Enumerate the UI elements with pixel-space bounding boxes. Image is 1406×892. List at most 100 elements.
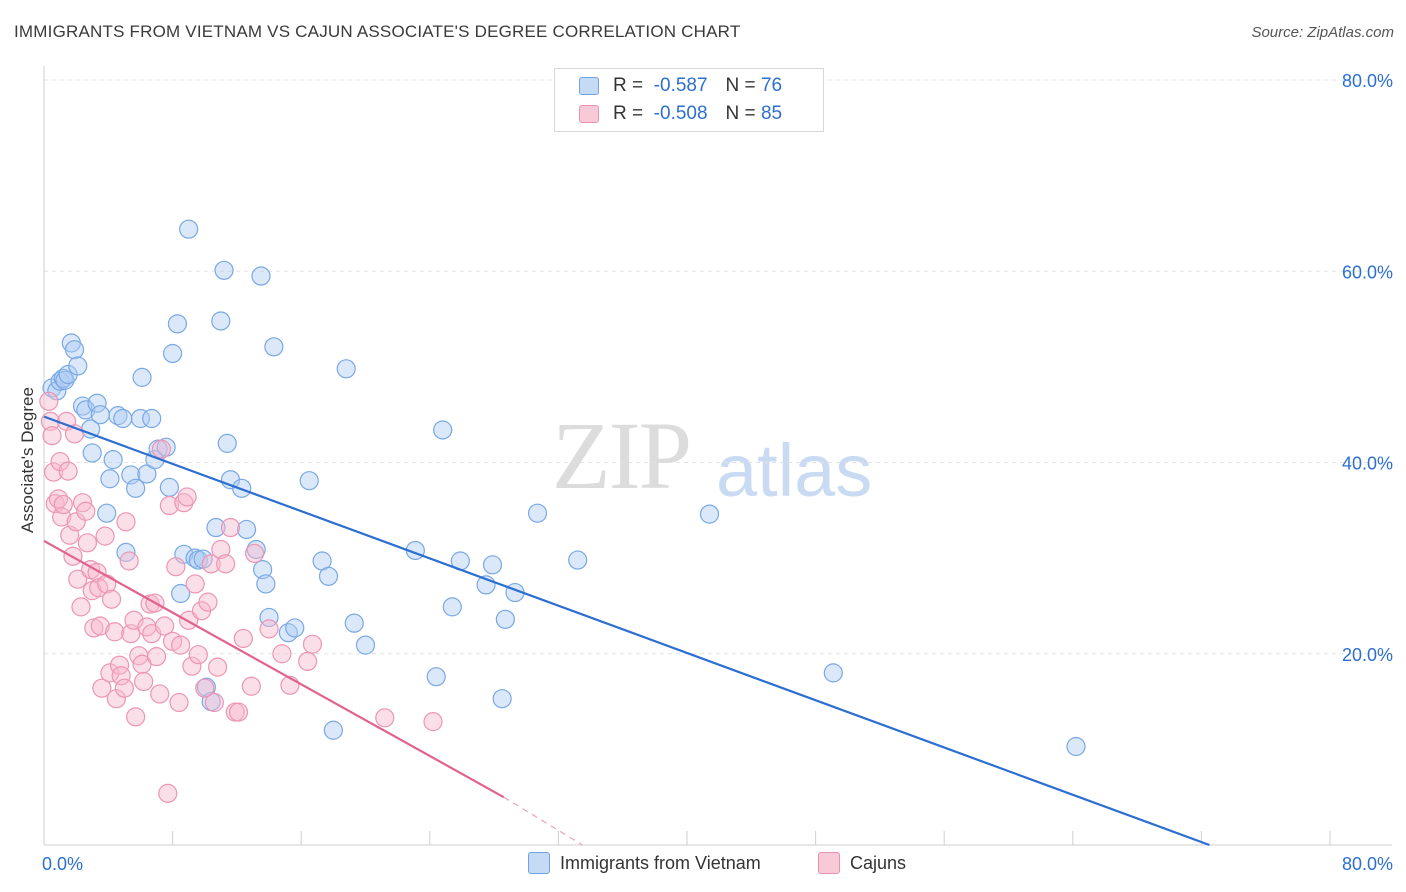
vietnam-point [142,408,162,429]
cajun-point [68,569,88,589]
vietnam-point [214,260,234,280]
vietnam-point [259,607,279,628]
cajun-point [182,656,202,676]
vietnam-point [264,337,284,357]
stats-row-vietnam: R = -0.587 N = 76 [579,73,782,99]
cajun-point [76,501,96,521]
cajun-point [126,707,146,727]
cajun-point [220,517,241,538]
stats-r-value: -0.587 [653,75,708,96]
legend-label-vietnam: Immigrants from Vietnam [560,852,761,873]
cajun-point [100,663,120,683]
vietnam-point [179,219,199,239]
cajun-point [375,708,395,728]
vietnam-point [323,720,343,740]
cajun-point [53,494,73,515]
vietnam-point [236,519,257,540]
stats-row-cajuns: R = -0.508 N = 85 [579,101,782,127]
cajun-point [169,692,189,713]
cajun-point [423,712,443,732]
vietnam-point [100,469,120,489]
vietnam-point [433,420,453,440]
cajun-point [198,592,218,612]
vietnam-point [482,555,503,575]
vietnam-point [442,597,462,617]
vietnam-point [217,433,237,453]
vietnam-point [299,471,319,491]
vietnam-point [68,356,88,376]
cajun-point [244,543,265,563]
x-tick-label: 80.0% [1342,854,1393,874]
cajun-point [171,635,191,655]
cajun-point [216,554,236,574]
cajun-point [159,495,179,516]
cajun-point [114,678,134,698]
cajun-trend-extension [503,796,583,846]
vietnam-point [823,663,843,683]
vietnam-point [76,400,96,420]
cajun-point [66,512,86,532]
cajun-point [151,439,171,459]
y-tick-label: 80.0% [1342,71,1393,91]
chart-title: IMMIGRANTS FROM VIETNAM VS CAJUN ASSOCIA… [14,22,741,41]
vietnam-point [206,517,226,538]
vietnam-point [251,266,271,286]
vietnam-point [171,583,191,604]
cajun-point [58,461,78,481]
cajun-point [50,451,70,472]
y-tick-label: 20.0% [1342,645,1393,665]
cajun-point [211,539,231,560]
stats-box: R = -0.587 N = 76 R = -0.508 N = 85 [554,68,824,132]
vietnam-point [196,677,216,697]
vietnam-point [285,618,305,638]
vietnam-point [527,503,548,523]
vietnam-point [163,343,183,364]
vietnam-point [90,405,110,425]
watermark-atlas: atlas [716,429,873,512]
vietnam-point [344,613,364,633]
cajun-point [105,622,125,642]
vietnam-point [318,566,339,586]
cajun-point [42,426,62,446]
vietnam-point [159,477,179,497]
cajun-point [44,462,64,482]
vietnam-point [492,689,512,709]
x-tick-label: 0.0% [42,854,83,874]
vietnam-point [130,408,151,429]
vietnam-point [211,311,231,331]
y-axis-label: Associate's Degree [18,387,37,533]
cajun-point [208,657,228,677]
cajun-point [154,616,175,636]
legend-item-vietnam[interactable]: Immigrants from Vietnam [528,852,761,874]
stats-n-value: 76 [760,75,783,96]
vietnam-point [699,504,720,524]
cajun-point [119,551,139,571]
stats-r-label: R = [613,75,644,96]
stats-r-value: -0.508 [653,103,708,124]
vietnam-point [126,478,146,498]
vietnam-point [426,667,446,687]
legend-item-cajuns[interactable]: Cajuns [818,852,906,874]
legend-swatch-cajuns [818,852,840,874]
y-tick-label: 40.0% [1342,454,1393,474]
cajun-point [146,647,167,667]
vietnam-point [355,635,376,655]
vietnam-point [55,370,75,390]
cajun-point [302,634,323,654]
vietnam-point [495,609,515,629]
cajun-point [101,589,122,609]
vietnam-trend-line [43,415,1210,847]
vietnam-point [82,443,102,463]
cajun-point [259,619,279,639]
legend-label-cajuns: Cajuns [850,852,907,873]
vietnam-point [568,550,588,570]
cajun-trend-line [43,539,505,799]
cajun-point [90,616,110,636]
vietnam-point [1066,736,1086,757]
cajun-point [39,391,59,411]
cajun-point [241,676,261,696]
vietnam-point [97,503,117,523]
stats-r-label: R = [613,103,644,124]
cajun-point [158,783,178,803]
